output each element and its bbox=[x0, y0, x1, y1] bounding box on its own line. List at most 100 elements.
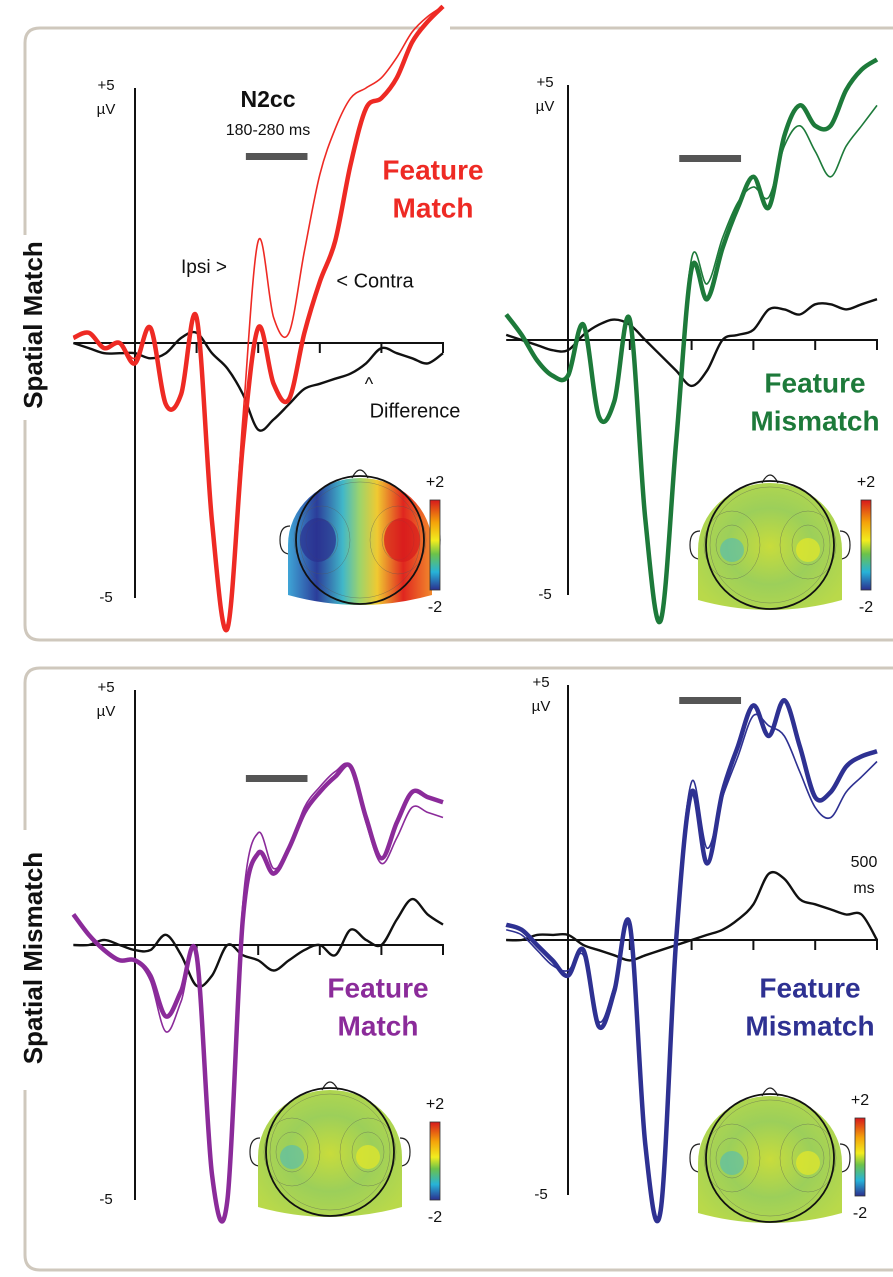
contour bbox=[275, 1131, 309, 1173]
y-tick-label: -5 bbox=[99, 1191, 112, 1208]
colorbar bbox=[429, 499, 441, 591]
scalp-blob bbox=[796, 1151, 820, 1175]
panel-title: Match bbox=[338, 1010, 419, 1041]
scalp-blob bbox=[384, 518, 420, 562]
scalp-blob bbox=[720, 1151, 744, 1175]
row-frame bbox=[23, 26, 893, 642]
contour bbox=[293, 505, 351, 575]
head-ear bbox=[839, 1143, 851, 1173]
head-ear bbox=[279, 525, 291, 555]
component-window bbox=[679, 697, 742, 704]
scalp-surface bbox=[258, 1090, 402, 1217]
scalp-map bbox=[249, 1081, 411, 1217]
contour bbox=[779, 1123, 837, 1193]
waveform bbox=[72, 4, 445, 633]
contour bbox=[791, 524, 825, 566]
row-label: Spatial Match bbox=[18, 241, 48, 409]
y-tick-label: -5 bbox=[534, 1186, 547, 1203]
scale-label: ms bbox=[853, 880, 874, 897]
colorbar-label: +2 bbox=[857, 474, 875, 491]
head-ear bbox=[399, 1137, 411, 1167]
contour bbox=[779, 510, 837, 580]
annotation: 180-280 ms bbox=[226, 122, 311, 139]
head-outline bbox=[265, 1087, 395, 1217]
scalp-blob bbox=[356, 1145, 380, 1169]
y-unit: µV bbox=[97, 703, 116, 720]
y-unit: µV bbox=[536, 98, 555, 115]
y-tick-label: -5 bbox=[99, 589, 112, 606]
component-window bbox=[245, 153, 308, 160]
colorbar-label: -2 bbox=[428, 599, 442, 616]
colorbar bbox=[429, 1121, 441, 1201]
scalp-surface bbox=[698, 483, 842, 610]
scalp-blob bbox=[300, 518, 336, 562]
contour bbox=[715, 524, 749, 566]
panel-title: Feature bbox=[764, 367, 865, 398]
row-label: Spatial Mismatch bbox=[18, 852, 48, 1064]
scalp-map bbox=[689, 474, 851, 610]
y-tick-label: -5 bbox=[538, 586, 551, 603]
annotation: N2cc bbox=[241, 86, 296, 112]
waveform bbox=[505, 298, 878, 388]
contour bbox=[263, 1117, 321, 1187]
scalp-surface bbox=[288, 478, 432, 605]
contour bbox=[791, 1137, 825, 1179]
y-tick-label: +5 bbox=[97, 77, 114, 94]
annotation: Ipsi > bbox=[181, 257, 227, 278]
colorbar-label: +2 bbox=[426, 474, 444, 491]
panel-title: Match bbox=[393, 192, 474, 223]
panel-title: Feature bbox=[327, 972, 428, 1003]
colorbar-label: -2 bbox=[859, 599, 873, 616]
y-tick-label: +5 bbox=[97, 679, 114, 696]
contour bbox=[703, 510, 761, 580]
scalp-blob bbox=[280, 1145, 304, 1169]
head-ear bbox=[689, 530, 701, 560]
colorbar-label: -2 bbox=[853, 1205, 867, 1222]
head-outline bbox=[295, 475, 425, 605]
scalp-map bbox=[279, 469, 441, 605]
waveform bbox=[71, 762, 444, 1224]
panel-title: Feature bbox=[759, 972, 860, 1003]
contour bbox=[351, 1131, 385, 1173]
annotation: ^ bbox=[365, 374, 374, 394]
scalp-blob bbox=[720, 538, 744, 562]
waveform bbox=[506, 870, 879, 962]
contour bbox=[269, 1093, 391, 1211]
head-outline bbox=[705, 480, 835, 610]
row-frame bbox=[23, 666, 893, 1272]
contour bbox=[369, 505, 427, 575]
y-tick-label: +5 bbox=[532, 674, 549, 691]
contour bbox=[715, 1137, 749, 1179]
component-window bbox=[679, 155, 742, 162]
colorbar-label: +2 bbox=[426, 1096, 444, 1113]
annotation: Difference bbox=[370, 400, 461, 422]
colorbar bbox=[854, 1117, 866, 1197]
panel-title: Mismatch bbox=[745, 1010, 874, 1041]
panel-title: Mismatch bbox=[750, 405, 879, 436]
annotation: < Contra bbox=[336, 270, 414, 292]
head-outline bbox=[705, 1093, 835, 1223]
head-ear bbox=[689, 1143, 701, 1173]
scalp-blob bbox=[796, 538, 820, 562]
contour bbox=[703, 1123, 761, 1193]
colorbar-label: -2 bbox=[428, 1209, 442, 1226]
y-unit: µV bbox=[532, 698, 551, 715]
scale-label: 500 bbox=[851, 854, 878, 871]
scalp-map bbox=[689, 1087, 851, 1223]
contour bbox=[709, 1099, 831, 1217]
waveform bbox=[504, 57, 879, 625]
panel-title: Feature bbox=[382, 154, 483, 185]
contour bbox=[339, 1117, 397, 1187]
colorbar bbox=[860, 499, 872, 591]
waveform bbox=[73, 330, 444, 432]
scalp-surface bbox=[698, 1096, 842, 1223]
contour bbox=[709, 486, 831, 604]
waveform bbox=[73, 897, 444, 988]
component-window bbox=[245, 775, 308, 782]
y-tick-label: +5 bbox=[536, 74, 553, 91]
head-ear bbox=[249, 1137, 261, 1167]
y-unit: µV bbox=[97, 101, 116, 118]
colorbar-label: +2 bbox=[851, 1092, 869, 1109]
waveform bbox=[505, 698, 878, 1224]
